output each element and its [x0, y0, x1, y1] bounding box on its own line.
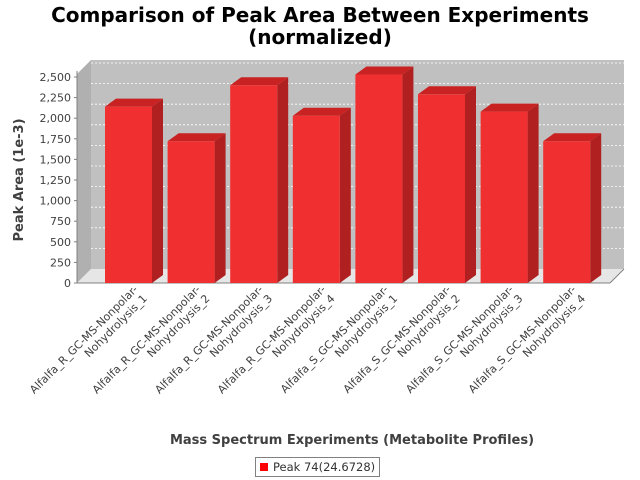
y-tick-label: 2,500	[40, 71, 72, 84]
legend-label: Peak 74(24.6728)	[273, 460, 376, 474]
bar-top	[480, 103, 539, 112]
y-tick-label: 500	[50, 236, 71, 249]
bar-side	[214, 133, 226, 283]
bar-side	[465, 86, 476, 283]
y-tick-label: 2,250	[40, 92, 72, 105]
bar-top	[230, 77, 289, 86]
bar	[230, 85, 278, 284]
bar	[543, 141, 591, 283]
bar-top	[543, 133, 602, 142]
bar	[418, 94, 465, 283]
bar-group	[105, 98, 163, 283]
bar-top	[355, 66, 414, 75]
bar-top	[292, 107, 351, 116]
plot-left-wall	[77, 60, 91, 283]
bar-side	[402, 66, 414, 283]
bar-top	[105, 98, 163, 107]
bar-side	[527, 103, 539, 283]
bar-side	[277, 77, 289, 284]
y-tick-label: 1,750	[40, 133, 72, 146]
bar-top	[167, 133, 226, 142]
bar-group	[418, 86, 476, 283]
bar	[105, 106, 152, 283]
x-tick-label: Alfalfa_S_GC-MS-Nonpolar-Nohydrolysis_1	[278, 283, 400, 405]
x-axis-label: Mass Spectrum Experiments (Metabolite Pr…	[170, 433, 534, 448]
bar	[355, 74, 403, 283]
bar-top	[418, 86, 476, 95]
bar-group	[480, 103, 539, 283]
x-tick-label: Alfalfa_S_GC-MS-Nonpolar-Nohydrolysis_4	[466, 283, 588, 405]
x-axis-depth	[609, 268, 625, 284]
x-tick-label: Alfalfa_S_GC-MS-Nonpolar-Nohydrolysis_3	[403, 283, 525, 405]
bar	[480, 111, 528, 283]
y-tick-label: 0	[64, 277, 71, 290]
bar-group	[230, 77, 289, 284]
bar-side	[152, 98, 163, 283]
y-tick-label: 250	[50, 256, 71, 269]
y-tick-label: 750	[50, 215, 71, 228]
x-tick-label: Alfalfa_S_GC-MS-Nonpolar-Nohydrolysis_2	[341, 283, 463, 405]
legend-swatch	[260, 463, 268, 471]
bar	[167, 141, 215, 283]
bar	[292, 115, 340, 283]
bar-side	[590, 133, 602, 283]
y-axis-label: Peak Area (1e-3)	[12, 118, 27, 241]
legend: Peak 74(24.6728)	[255, 457, 381, 477]
chart-title-line-1: Comparison of Peak Area Between Experime…	[51, 3, 589, 27]
bar-side	[339, 107, 351, 283]
chart-title-line-2: (normalized)	[248, 25, 392, 49]
y-tick-label: 1,250	[40, 174, 72, 187]
y-tick-label: 1,000	[40, 195, 72, 208]
bar-group	[355, 66, 414, 283]
bar-group	[292, 107, 351, 283]
bar-group	[167, 133, 226, 283]
y-tick-label: 2,000	[40, 112, 72, 125]
y-tick-label: 1,500	[40, 153, 72, 166]
bar-group	[543, 133, 602, 283]
